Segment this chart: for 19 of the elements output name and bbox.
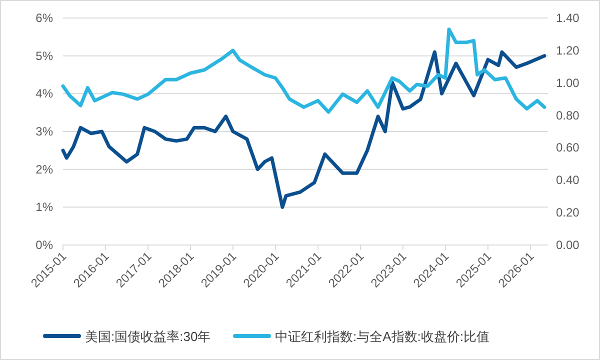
legend-label: 中证红利指数:与全A指数:收盘价:比值 <box>275 329 490 344</box>
y2-tick-label: 0.40 <box>556 173 580 188</box>
legend-label: 美国:国债收益率:30年 <box>85 329 211 344</box>
y-tick-label: 0% <box>36 238 54 252</box>
y-tick-label: 4% <box>36 86 54 101</box>
y2-tick-label: 1.40 <box>556 11 580 25</box>
line-series <box>61 28 546 114</box>
y-tick-label: 5% <box>36 48 54 63</box>
line-series <box>61 50 546 209</box>
y2-tick-label: 0.20 <box>556 206 580 220</box>
y-tick-label: 6% <box>36 11 54 25</box>
y-tick-label: 1% <box>36 200 54 214</box>
y-tick-label: 2% <box>36 162 54 176</box>
y2-tick-label: 0.00 <box>556 238 580 252</box>
y2-tick-label: 1.20 <box>556 43 580 58</box>
y2-tick-label: 0.60 <box>556 140 580 155</box>
y2-tick-label: 0.80 <box>556 108 580 122</box>
y2-tick-label: 1.00 <box>556 76 580 90</box>
y-tick-label: 3% <box>36 124 54 138</box>
